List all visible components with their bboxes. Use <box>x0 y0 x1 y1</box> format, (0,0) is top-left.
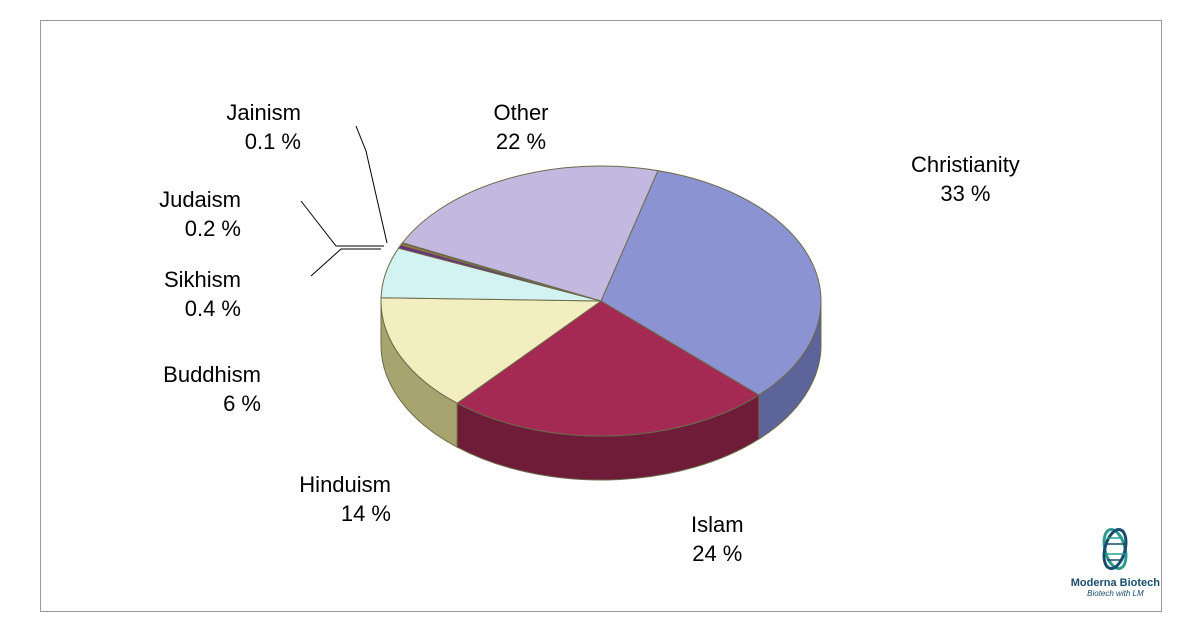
leader-line <box>311 249 381 276</box>
brand-logo: Moderna Biotech Biotech with LM <box>1071 526 1160 598</box>
logo-icon <box>1092 526 1138 572</box>
logo-title: Moderna Biotech <box>1071 577 1160 589</box>
slice-label-christianity: Christianity33 % <box>911 151 1020 208</box>
slice-label-sikhism: Sikhism0.4 % <box>164 266 241 323</box>
leader-line <box>356 126 387 243</box>
slice-label-buddhism: Buddhism6 % <box>163 361 261 418</box>
slice-label-islam: Islam24 % <box>691 511 744 568</box>
slice-label-hinduism: Hinduism14 % <box>299 471 391 528</box>
logo-subtitle: Biotech with LM <box>1071 589 1160 598</box>
slice-label-jainism: Jainism0.1 % <box>226 99 301 156</box>
slice-label-other: Other22 % <box>493 99 548 156</box>
leader-line <box>301 201 384 246</box>
chart-frame: Christianity33 % Islam24 % Hinduism14 % Bud… <box>40 20 1162 612</box>
slice-label-judaism: Judaism0.2 % <box>159 186 241 243</box>
